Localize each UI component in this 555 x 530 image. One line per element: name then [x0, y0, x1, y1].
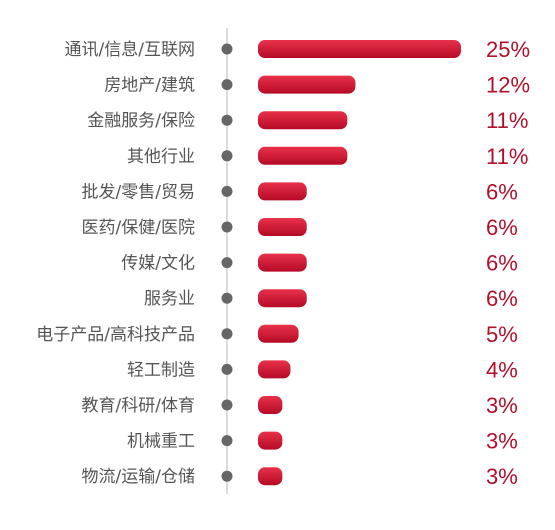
bar-row: 传媒/文化 6% — [121, 251, 518, 276]
value-label: 11% — [486, 144, 528, 169]
axis-dot — [221, 150, 233, 162]
axis-dot — [221, 221, 233, 233]
bar — [258, 360, 291, 379]
bar — [258, 75, 356, 94]
bar-row: 服务业 6% — [144, 286, 518, 311]
category-label: 教育/科研/体育 — [82, 396, 195, 416]
category-label: 房地产/建筑 — [104, 76, 195, 96]
bar — [258, 182, 307, 201]
axis-dot — [221, 328, 233, 340]
category-label: 服务业 — [144, 289, 195, 309]
value-label: 3% — [486, 464, 518, 489]
value-label: 6% — [486, 286, 518, 311]
bar — [258, 431, 283, 450]
axis-dot — [221, 363, 233, 375]
bar — [258, 467, 283, 486]
category-label: 医药/保健/医院 — [82, 218, 195, 238]
category-label: 轻工制造 — [127, 360, 195, 380]
category-label: 机械重工 — [127, 432, 195, 452]
bar-row: 教育/科研/体育 3% — [82, 393, 518, 418]
value-label: 12% — [486, 73, 530, 98]
bar-row: 物流/运输/仓储 3% — [82, 464, 518, 489]
bar — [258, 40, 461, 58]
category-label: 物流/运输/仓储 — [82, 467, 195, 487]
value-label: 6% — [486, 179, 518, 204]
axis-dot — [221, 470, 233, 482]
axis-dot — [221, 435, 233, 447]
bar-row: 批发/零售/贸易 6% — [82, 179, 518, 204]
value-label: 5% — [486, 322, 518, 347]
axis-dot — [221, 79, 233, 91]
value-label: 6% — [486, 215, 518, 240]
bar-row: 医药/保健/医院 6% — [82, 215, 518, 240]
value-label: 4% — [486, 357, 518, 382]
bar-row: 房地产/建筑 12% — [104, 73, 530, 98]
axis-dot — [221, 43, 233, 55]
bar-row: 机械重工 3% — [127, 429, 518, 454]
bar — [258, 324, 299, 343]
bar-row: 其他行业 11% — [127, 144, 528, 169]
bar-rows: 通讯/信息/互联网 25% 房地产/建筑 12% 金融服务/保险 11% 其他行业 11% 批发… — [36, 37, 530, 489]
bar-row: 金融服务/保险 11% — [87, 108, 528, 133]
bar — [258, 111, 348, 130]
axis-dot — [221, 292, 233, 304]
value-label: 3% — [486, 393, 518, 418]
bar — [258, 218, 307, 236]
axis-dot — [221, 257, 233, 269]
bar-row: 通讯/信息/互联网 25% — [65, 37, 531, 62]
axis-dot — [221, 114, 233, 126]
category-label: 金融服务/保险 — [87, 111, 195, 131]
category-label: 通讯/信息/互联网 — [65, 40, 195, 60]
axis-dot — [221, 185, 233, 197]
category-label: 电子产品/高科技产品 — [36, 325, 195, 345]
value-label: 6% — [486, 251, 518, 276]
bar-row: 轻工制造 4% — [127, 357, 518, 382]
value-label: 3% — [486, 429, 518, 454]
category-label: 批发/零售/贸易 — [82, 182, 195, 202]
value-label: 25% — [486, 37, 530, 62]
category-label: 传媒/文化 — [121, 254, 195, 274]
bar — [258, 253, 307, 272]
value-label: 11% — [486, 108, 528, 133]
bar — [258, 146, 348, 165]
axis-dot — [221, 399, 233, 411]
bar-row: 电子产品/高科技产品 5% — [36, 322, 518, 347]
category-label: 其他行业 — [127, 147, 195, 167]
bar — [258, 396, 283, 414]
bar — [258, 289, 307, 308]
